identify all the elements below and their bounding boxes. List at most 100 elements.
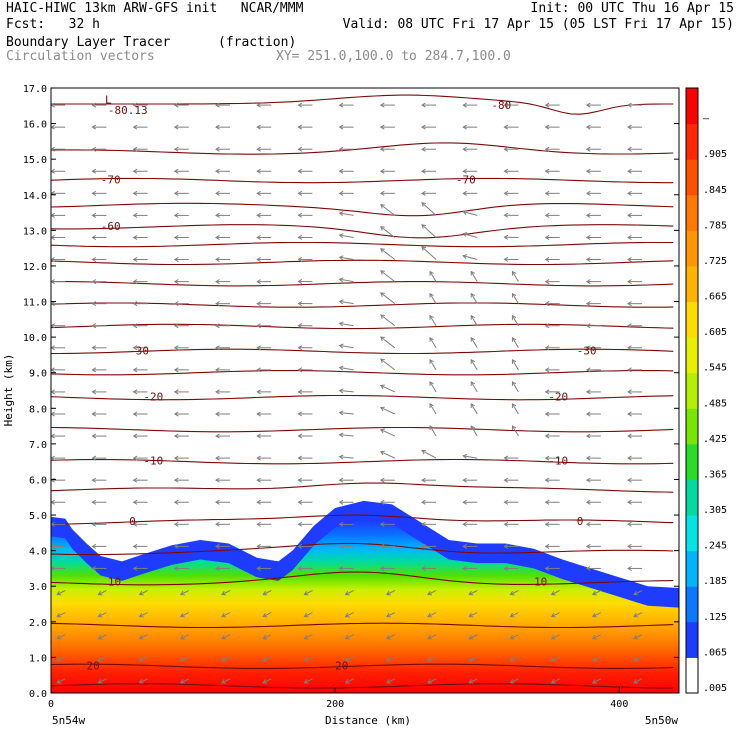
circulation-vector [132, 102, 148, 108]
circulation-vector [173, 455, 189, 461]
contour-line [51, 514, 674, 525]
circulation-vector [429, 270, 437, 282]
circulation-vector [627, 212, 643, 218]
circulation-vector [379, 521, 395, 527]
colorbar-label: .065 [703, 647, 727, 658]
contour-line [51, 241, 674, 248]
circulation-vector [470, 314, 478, 326]
circulation-vector [338, 277, 354, 283]
circulation-vector [338, 477, 354, 483]
circulation-vector [303, 678, 313, 684]
circulation-vector [173, 234, 189, 240]
contour-line [51, 394, 674, 401]
circulation-vector [544, 234, 560, 240]
colorbar-swatch [686, 301, 698, 338]
circulation-vector [256, 212, 272, 218]
circulation-vector [633, 612, 643, 618]
circulation-vector [256, 389, 272, 395]
circulation-vector [503, 499, 519, 505]
circulation-vector [256, 367, 272, 373]
circulation-vector [591, 656, 602, 662]
circulation-vector [297, 212, 313, 218]
circulation-vector [297, 411, 313, 417]
circulation-vector [132, 124, 148, 130]
circulation-vector [429, 425, 437, 437]
circulation-vector [585, 411, 601, 417]
circulation-vector [421, 477, 437, 483]
circulation-vector [132, 301, 148, 307]
circulation-vector [633, 678, 643, 684]
circulation-vector [132, 279, 148, 285]
circulation-vector [97, 590, 107, 596]
circulation-vector [627, 455, 643, 461]
colorbar-label: .485 [703, 398, 727, 409]
circulation-vector [51, 367, 66, 373]
circulation-vector [511, 425, 519, 437]
circulation-vector [91, 477, 107, 483]
circulation-vector [468, 678, 478, 684]
circulation-vector [215, 433, 231, 439]
y-tick-label: 7.0 [29, 440, 47, 451]
circulation-vector [585, 455, 601, 461]
circulation-vector [591, 612, 602, 618]
y-tick-label: 9.0 [29, 369, 47, 380]
circulation-vector [585, 565, 601, 571]
circulation-vector [91, 279, 107, 285]
circulation-vector [511, 359, 519, 371]
circulation-vector [338, 343, 354, 349]
circulation-vector [215, 455, 231, 461]
circulation-vector [91, 433, 107, 439]
circulation-vector [215, 301, 231, 307]
circulation-vector [379, 190, 395, 196]
circulation-vector [470, 425, 478, 437]
circulation-vector [627, 477, 643, 483]
circulation-vector [633, 656, 643, 662]
circulation-vector [215, 565, 231, 571]
colorbar-label: .605 [703, 327, 727, 338]
circulation-vector [132, 389, 148, 395]
circulation-vector [544, 146, 560, 152]
circulation-vector [221, 678, 231, 684]
circulation-vector [338, 146, 354, 152]
circulation-vector [470, 403, 478, 415]
circulation-vector [51, 389, 66, 395]
circulation-vector [173, 411, 189, 417]
circulation-vector [462, 254, 478, 261]
circulation-vector [503, 477, 519, 483]
circulation-vector [132, 212, 148, 218]
circulation-vector [585, 279, 601, 285]
circulation-vector [215, 234, 231, 240]
colorbar-label: – [703, 114, 710, 125]
contour-line [51, 281, 674, 287]
circulation-vector [221, 612, 231, 618]
circulation-vector [51, 279, 66, 285]
colorbar-label: .185 [703, 576, 727, 587]
contour-line [51, 482, 674, 493]
circulation-vector [297, 234, 313, 240]
contour-line [51, 94, 674, 115]
circulation-vector [132, 345, 148, 351]
circulation-vector [344, 656, 354, 662]
circulation-vector [470, 270, 478, 282]
circulation-vector [338, 388, 354, 394]
circulation-vector [215, 279, 231, 285]
circulation-vector [627, 433, 643, 439]
circulation-vector [91, 521, 107, 527]
circulation-vector [379, 168, 395, 174]
circulation-vector [256, 543, 272, 549]
circulation-vector [585, 521, 601, 527]
circulation-vector [633, 634, 643, 640]
circulation-vector [179, 612, 190, 618]
circulation-vector [585, 323, 601, 329]
y-tick-label: 1.0 [29, 653, 47, 664]
colorbar-label: .365 [703, 469, 727, 480]
circulation-vector [585, 234, 601, 240]
circulation-vector [91, 411, 107, 417]
y-tick-label: 11.0 [23, 298, 47, 309]
colorbar-swatch [686, 194, 698, 231]
circulation-vector [138, 612, 148, 618]
circulation-vector [303, 656, 313, 662]
circulation-vector [379, 102, 395, 108]
circulation-vector [462, 565, 478, 571]
circulation-vector [256, 102, 272, 108]
